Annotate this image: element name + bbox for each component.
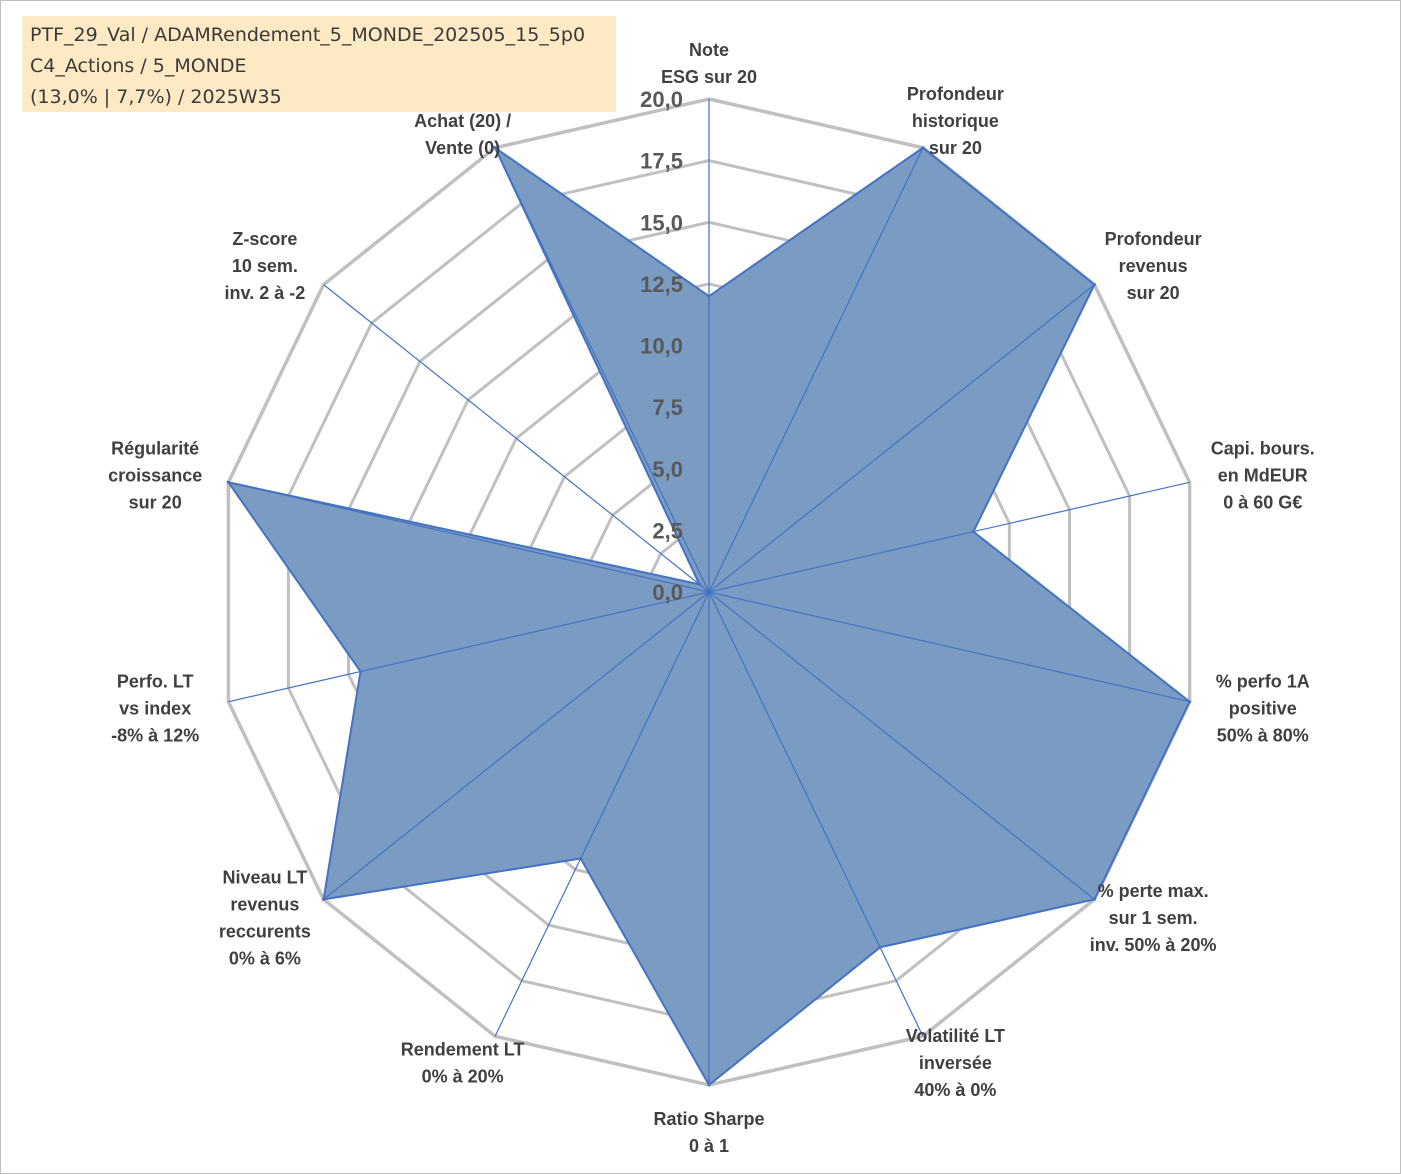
axis-spoke [708, 591, 1190, 703]
axis-label: reccurents [219, 922, 311, 942]
axis-label: Rendement LT [401, 1040, 525, 1060]
axis-label: positive [1229, 698, 1297, 718]
axis-spoke [494, 591, 710, 1037]
asset-class: C4_Actions / 5_MONDE [30, 55, 247, 77]
axis-label: Capi. bours. [1211, 439, 1315, 459]
axis-spoke [708, 481, 1190, 593]
radar-axis-labels: Note ESG sur 20 Profondeur historique sur 20… [108, 40, 1315, 1156]
axis-label: 50% à 80% [1217, 725, 1309, 745]
axis-label: 0 à 60 G€ [1223, 493, 1302, 513]
axis-label: Achat (20) / [414, 111, 511, 131]
tick-label: 5,0 [652, 457, 683, 482]
tick-label: 17,5 [640, 149, 683, 174]
axis-label: croissance [108, 466, 202, 486]
tick-label: 7,5 [652, 395, 683, 420]
axis-label: revenus [230, 895, 299, 915]
tick-label: 0,0 [652, 580, 683, 605]
axis-spoke [708, 591, 924, 1037]
axis-label: 0 à 1 [689, 1136, 729, 1156]
tick-label: 2,5 [652, 518, 683, 543]
period-info: (13,0% | 7,7%) / 2025W35 [30, 86, 282, 108]
axis-spoke [228, 481, 710, 593]
axis-label: sur 20 [929, 138, 982, 158]
axis-label: sur 20 [129, 493, 182, 513]
axis-label: Ratio Sharpe [653, 1109, 764, 1129]
axis-spoke [228, 591, 710, 703]
axis-label: 10 sem. [232, 256, 298, 276]
axis-label: sur 20 [1127, 283, 1180, 303]
axis-label: revenus [1119, 256, 1188, 276]
axis-label: ESG sur 20 [661, 67, 757, 87]
axis-label: inv. 2 à -2 [225, 283, 306, 303]
axis-label: Profondeur [1105, 229, 1202, 249]
axis-label: inv. 50% à 20% [1090, 935, 1217, 955]
tick-label: 10,0 [640, 334, 683, 359]
axis-label: 40% à 0% [914, 1080, 996, 1100]
axis-label: vs index [119, 698, 191, 718]
tick-label: 15,0 [640, 210, 683, 235]
radar-spokes [228, 99, 1190, 1085]
axis-label: Vente (0) [425, 138, 500, 158]
axis-label: Volatilité LT [906, 1026, 1005, 1046]
axis-label: 0% à 20% [422, 1067, 504, 1087]
axis-label: % perte max. [1098, 881, 1209, 901]
tick-label: 20,0 [640, 87, 683, 112]
info-box: PTF_29_Val / ADAMRendement_5_MONDE_20250… [22, 16, 616, 112]
axis-spoke [323, 591, 710, 900]
portfolio-title: PTF_29_Val / ADAMRendement_5_MONDE_20250… [30, 24, 586, 46]
axis-label: Niveau LT [223, 868, 308, 888]
axis-label: Perfo. LT [117, 671, 194, 691]
axis-spoke [494, 147, 710, 593]
axis-label: Profondeur [907, 84, 1004, 104]
axis-spoke [708, 284, 1095, 593]
axis-label: inversée [919, 1053, 992, 1073]
axis-label: sur 1 sem. [1109, 908, 1198, 928]
axis-spoke [323, 284, 710, 593]
axis-label: Z-score [232, 229, 297, 249]
axis-label: Régularité [111, 439, 199, 459]
axis-spoke [708, 147, 924, 593]
axis-label: % perfo 1A [1216, 671, 1310, 691]
axis-spoke [708, 591, 1095, 900]
axis-label: -8% à 12% [111, 725, 199, 745]
radar-tick-labels: 0,0 2,5 5,0 7,5 10,0 12,5 15,0 17,5 20,0 [640, 87, 683, 605]
tick-label: 12,5 [640, 272, 683, 297]
axis-label: 0% à 6% [229, 949, 301, 969]
axis-label: Note [689, 40, 729, 60]
axis-label: historique [912, 111, 999, 131]
axis-label: en MdEUR [1218, 466, 1308, 486]
